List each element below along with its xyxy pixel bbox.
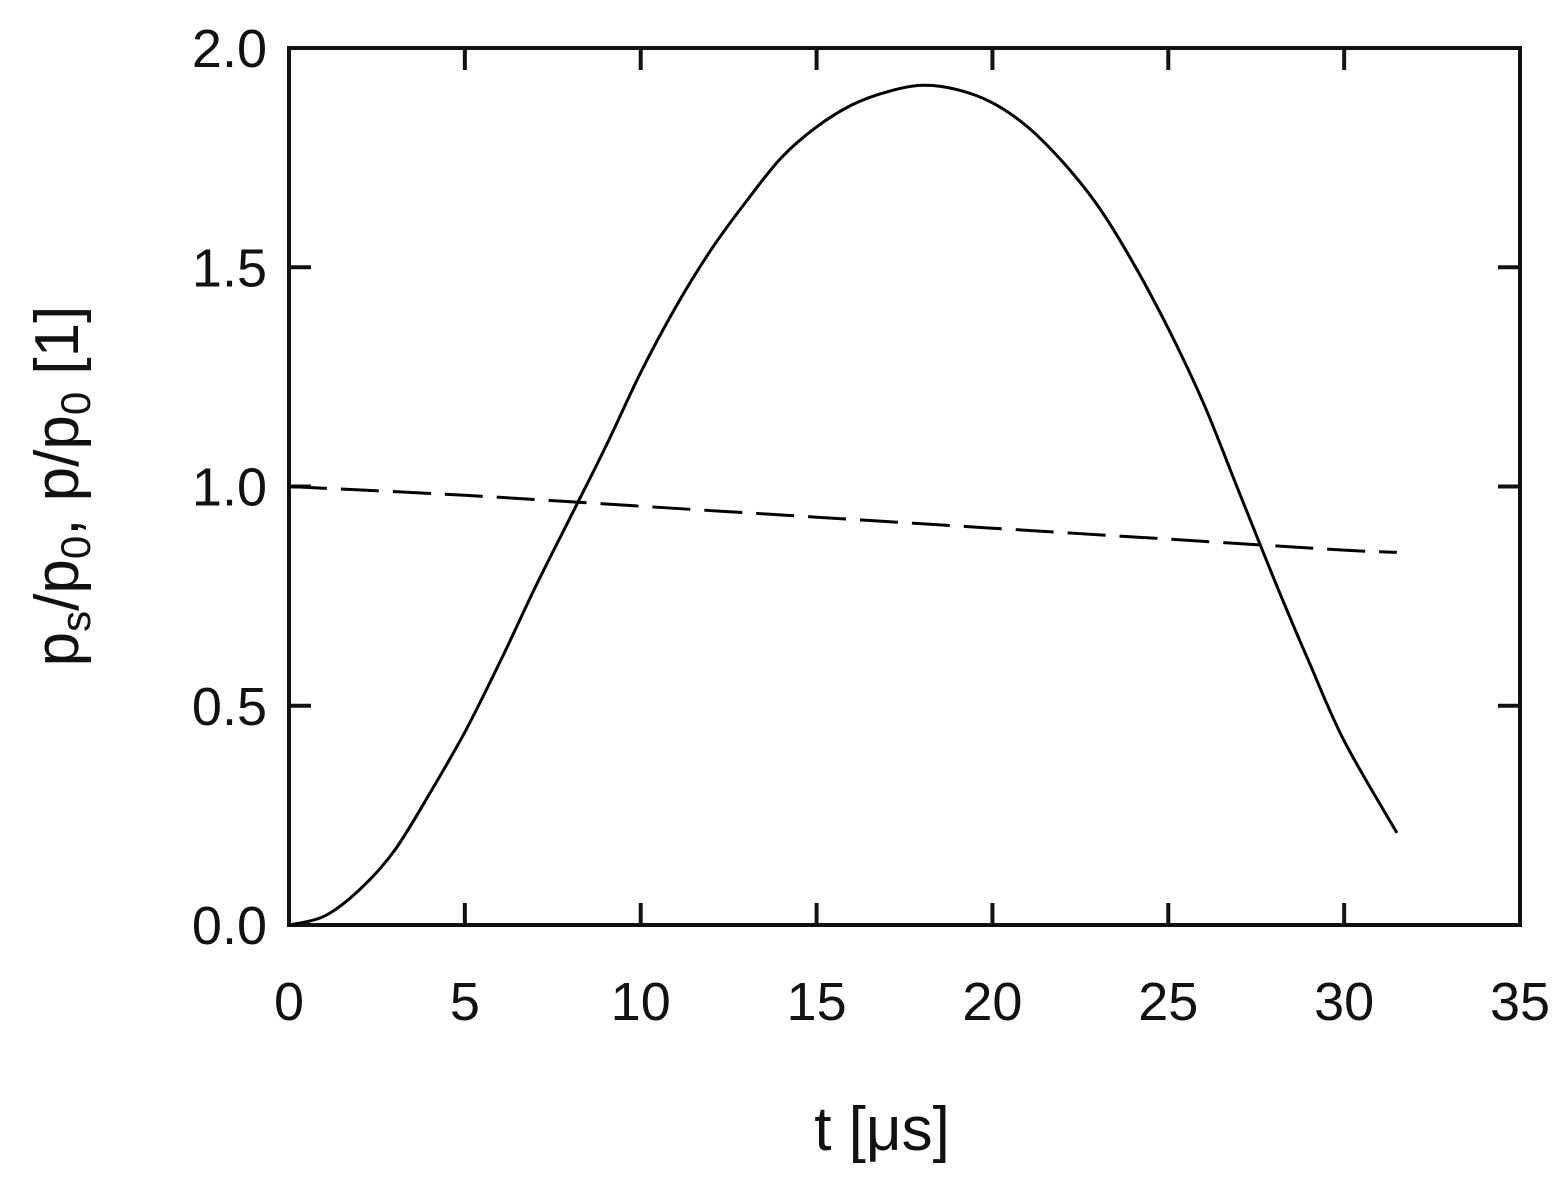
dashed-series-line <box>288 485 1397 554</box>
x-tick-label: 25 <box>1138 972 1198 1032</box>
x-tick-label: 30 <box>1314 972 1374 1032</box>
y-axis-title-part: , p/p <box>23 415 92 536</box>
y-tick-label: 2.0 <box>192 19 267 79</box>
y-tick-label: 0.5 <box>192 677 267 737</box>
y-axis-title-part: 0 <box>52 392 99 415</box>
y-tick-label: 1.0 <box>192 458 267 518</box>
x-tick-label: 15 <box>787 972 847 1032</box>
y-axis-title-part: /p <box>23 559 92 611</box>
series-layer <box>288 83 1399 927</box>
y-axis-title-part: [1] <box>23 306 92 392</box>
y-tick-label: 1.5 <box>192 238 267 298</box>
y-axis-title-part: s <box>52 611 99 632</box>
x-tick-label: 10 <box>611 972 671 1032</box>
x-tick-label: 5 <box>450 972 480 1032</box>
x-axis-title: t [μs] <box>814 1095 950 1164</box>
plot-frame <box>287 46 1522 927</box>
x-tick-label: 20 <box>962 972 1022 1032</box>
y-tick-label: 0.0 <box>192 896 267 956</box>
axis-ticks: 0 5 10 15 20 25 30 35 0.0 0.5 1.0 1.5 2.0 <box>192 19 1550 1032</box>
y-axis-title-part: p <box>23 632 92 666</box>
y-axis-title: ps/p0, p/p0 [1] <box>23 306 99 667</box>
solid-series-line <box>288 83 1399 927</box>
y-axis-title-part: 0 <box>52 536 99 559</box>
x-tick-label: 0 <box>274 972 304 1032</box>
x-tick-label: 35 <box>1490 972 1550 1032</box>
